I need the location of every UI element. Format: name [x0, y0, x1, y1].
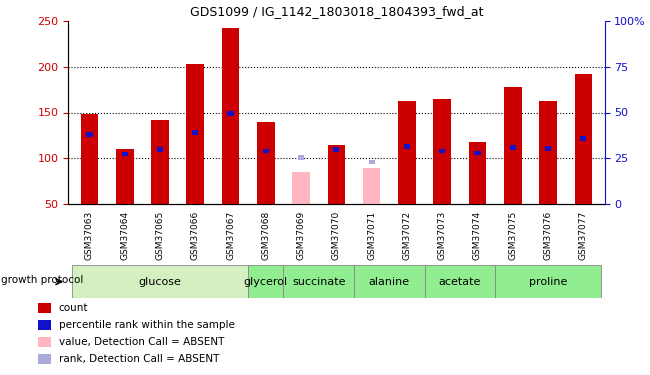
Text: GSM37074: GSM37074 [473, 211, 482, 260]
Bar [328, 145, 345, 204]
Bar [439, 149, 445, 153]
Bar [333, 147, 339, 152]
Text: succinate: succinate [292, 277, 346, 286]
Text: GSM37063: GSM37063 [85, 211, 94, 260]
Bar [298, 155, 304, 160]
Bar [72, 265, 248, 298]
Bar [283, 265, 354, 298]
Text: percentile rank within the sample: percentile rank within the sample [59, 320, 235, 330]
Text: count: count [59, 303, 88, 313]
Text: GSM37068: GSM37068 [261, 211, 270, 260]
Bar [122, 152, 128, 156]
Bar [495, 265, 601, 298]
Bar [86, 132, 92, 137]
Text: GSM37071: GSM37071 [367, 211, 376, 260]
Text: GSM37076: GSM37076 [543, 211, 552, 260]
Bar [424, 265, 495, 298]
Text: GSM37075: GSM37075 [508, 211, 517, 260]
Text: value, Detection Call = ABSENT: value, Detection Call = ABSENT [59, 337, 224, 347]
Bar [434, 99, 451, 204]
Bar [38, 337, 51, 347]
Bar [504, 87, 521, 204]
Text: GSM37064: GSM37064 [120, 211, 129, 260]
Bar [474, 151, 480, 155]
Bar [157, 147, 163, 152]
Title: GDS1099 / IG_1142_1803018_1804393_fwd_at: GDS1099 / IG_1142_1803018_1804393_fwd_at [190, 5, 483, 18]
Text: growth protocol: growth protocol [1, 275, 84, 285]
Bar [369, 160, 375, 164]
Text: GSM37077: GSM37077 [579, 211, 588, 260]
Text: GSM37067: GSM37067 [226, 211, 235, 260]
Bar [222, 28, 239, 204]
Bar [38, 320, 51, 330]
Text: glucose: glucose [138, 277, 181, 286]
Bar [363, 168, 380, 204]
Text: acetate: acetate [439, 277, 481, 286]
Bar [38, 354, 51, 364]
Text: GSM37066: GSM37066 [190, 211, 200, 260]
Bar [248, 265, 283, 298]
Text: GSM37065: GSM37065 [155, 211, 164, 260]
Bar [81, 114, 98, 204]
Bar [540, 100, 557, 204]
Bar [227, 111, 233, 116]
Bar [151, 120, 169, 204]
Text: alanine: alanine [369, 277, 410, 286]
Text: GSM37072: GSM37072 [402, 211, 411, 260]
Bar [354, 265, 424, 298]
Bar [580, 136, 586, 141]
Bar [263, 149, 269, 153]
Bar [292, 172, 310, 204]
Text: proline: proline [529, 277, 567, 286]
Text: GSM37073: GSM37073 [437, 211, 447, 260]
Bar [38, 303, 51, 313]
Text: glycerol: glycerol [244, 277, 288, 286]
Bar [575, 74, 592, 204]
Bar [404, 144, 410, 149]
Text: GSM37069: GSM37069 [296, 211, 306, 260]
Bar [545, 146, 551, 151]
Bar [510, 145, 516, 150]
Bar [192, 130, 198, 135]
Bar [469, 142, 486, 204]
Bar [187, 64, 204, 204]
Bar [257, 122, 275, 204]
Text: rank, Detection Call = ABSENT: rank, Detection Call = ABSENT [59, 354, 219, 364]
Text: GSM37070: GSM37070 [332, 211, 341, 260]
Bar [116, 149, 133, 204]
Bar [398, 100, 416, 204]
